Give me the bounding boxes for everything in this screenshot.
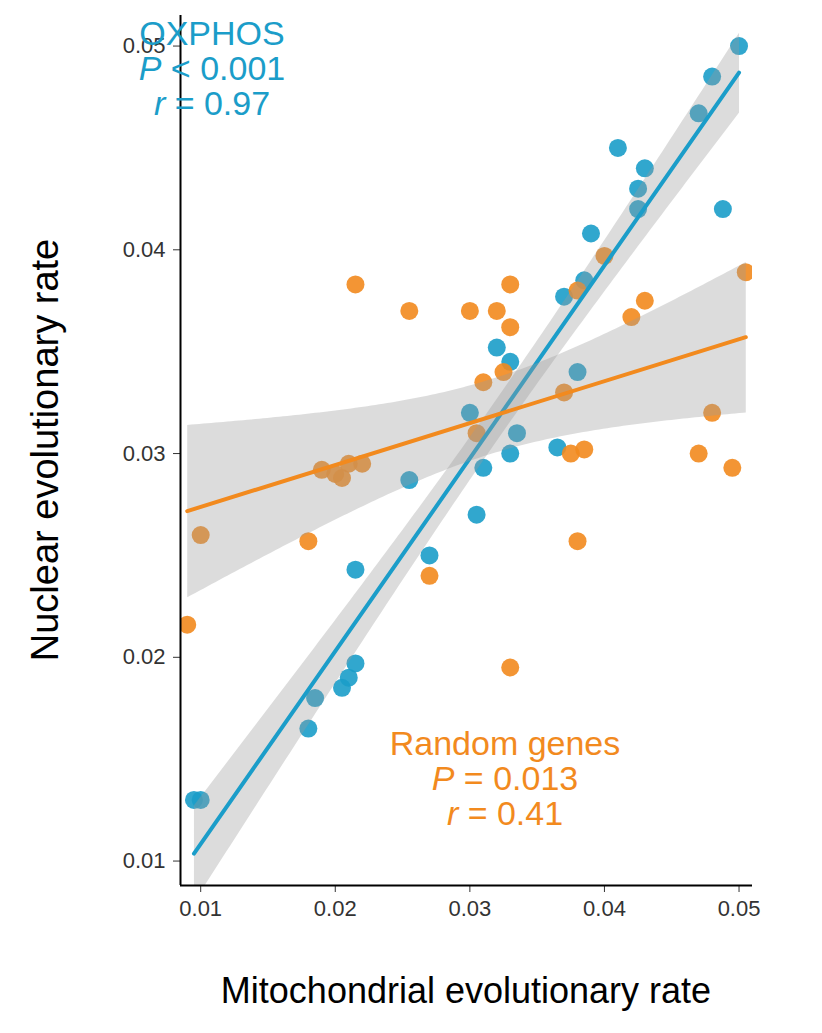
svg-text:0.04: 0.04 bbox=[123, 237, 166, 262]
svg-text:0.04: 0.04 bbox=[583, 896, 626, 921]
svg-text:0.02: 0.02 bbox=[314, 896, 357, 921]
svg-text:0.03: 0.03 bbox=[123, 441, 166, 466]
svg-text:P = 0.013: P = 0.013 bbox=[432, 759, 579, 797]
svg-text:r = 0.97: r = 0.97 bbox=[154, 84, 270, 122]
svg-text:0.01: 0.01 bbox=[179, 896, 222, 921]
svg-text:Random genes: Random genes bbox=[390, 724, 621, 762]
svg-text:0.05: 0.05 bbox=[718, 896, 761, 921]
svg-text:0.03: 0.03 bbox=[448, 896, 491, 921]
svg-text:Mitochondrial evolutionary rat: Mitochondrial evolutionary rate bbox=[221, 970, 711, 1011]
svg-text:r = 0.41: r = 0.41 bbox=[447, 794, 563, 832]
svg-text:0.01: 0.01 bbox=[123, 848, 166, 873]
svg-text:0.02: 0.02 bbox=[123, 644, 166, 669]
svg-text:P < 0.001: P < 0.001 bbox=[139, 49, 286, 87]
svg-text:OXPHOS: OXPHOS bbox=[139, 14, 284, 52]
svg-text:Nuclear evolutionary rate: Nuclear evolutionary rate bbox=[24, 239, 66, 661]
